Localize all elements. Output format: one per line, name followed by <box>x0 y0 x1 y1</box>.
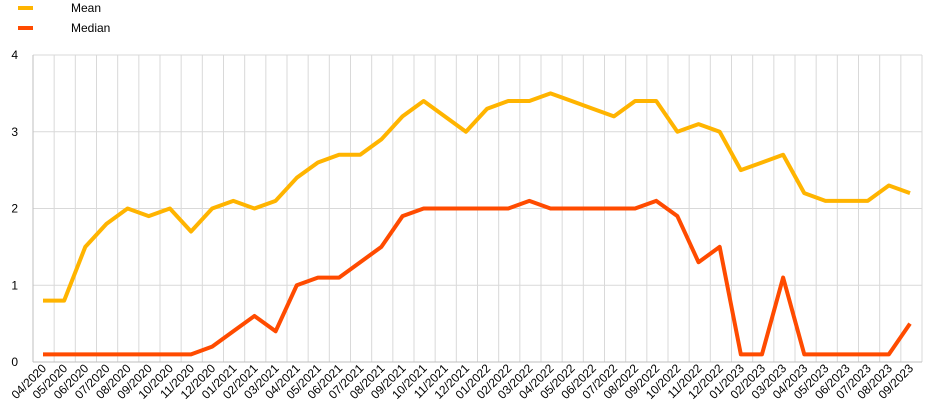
y-tick-label: 3 <box>11 125 18 139</box>
y-tick-label: 0 <box>11 355 18 369</box>
series-line-mean <box>43 91 911 303</box>
legend-label-mean: Mean <box>71 1 101 15</box>
grid <box>32 54 923 363</box>
y-tick-label: 2 <box>11 202 18 216</box>
series-line-median <box>43 198 912 357</box>
legend: Mean Median <box>18 1 110 35</box>
series-lines <box>43 91 912 357</box>
y-tick-label: 4 <box>11 48 18 62</box>
y-tick-label: 1 <box>11 278 18 292</box>
legend-label-median: Median <box>71 21 110 35</box>
axes: 0123404/202005/202006/202007/202008/2020… <box>9 48 922 402</box>
